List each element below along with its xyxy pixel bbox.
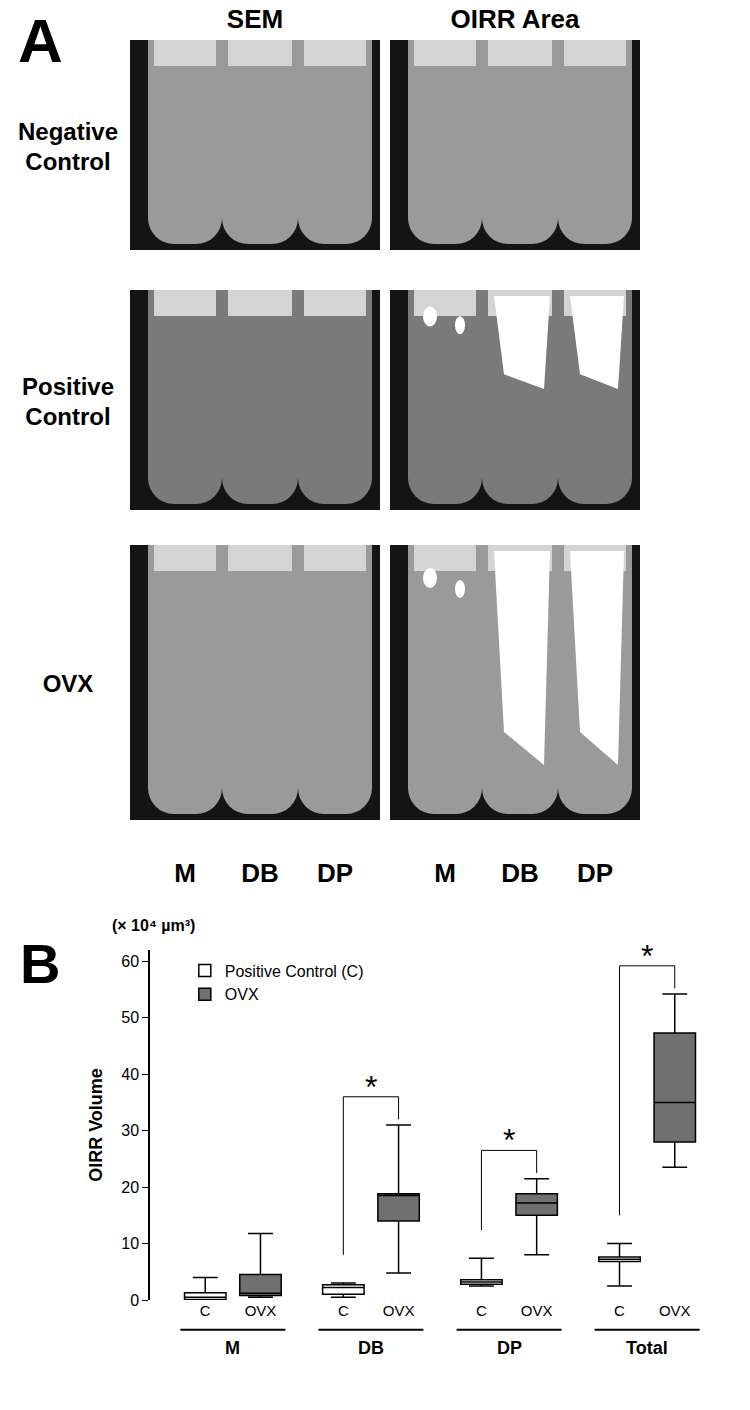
svg-text:20: 20 (121, 1179, 139, 1196)
svg-text:B: B (20, 932, 60, 995)
svg-text:SEM: SEM (227, 4, 283, 34)
svg-text:Control: Control (25, 148, 110, 175)
svg-text:OVX: OVX (245, 1302, 277, 1319)
svg-text:50: 50 (121, 1009, 139, 1026)
svg-text:Positive: Positive (22, 373, 114, 400)
svg-text:C: C (476, 1302, 487, 1319)
svg-text:0: 0 (130, 1292, 139, 1309)
svg-text:*: * (365, 1069, 377, 1105)
svg-text:OVX: OVX (521, 1302, 553, 1319)
svg-text:OVX: OVX (659, 1302, 691, 1319)
svg-text:Negative: Negative (18, 118, 118, 145)
svg-text:M: M (434, 858, 456, 888)
svg-text:60: 60 (121, 953, 139, 970)
svg-text:OVX: OVX (225, 986, 259, 1003)
svg-text:DB: DB (358, 1338, 384, 1358)
svg-text:M: M (225, 1338, 240, 1358)
svg-text:C: C (614, 1302, 625, 1319)
svg-text:(× 10⁴ µm³): (× 10⁴ µm³) (112, 917, 195, 934)
svg-text:OVX: OVX (383, 1302, 415, 1319)
svg-text:40: 40 (121, 1066, 139, 1083)
svg-text:10: 10 (121, 1235, 139, 1252)
svg-text:DB: DB (241, 858, 279, 888)
svg-text:Control: Control (25, 403, 110, 430)
svg-text:Total: Total (626, 1338, 668, 1358)
svg-text:DB: DB (501, 858, 539, 888)
svg-text:OIRR Area: OIRR Area (450, 4, 580, 34)
svg-text:*: * (503, 1122, 515, 1158)
svg-text:Positive Control (C): Positive Control (C) (225, 963, 364, 980)
svg-text:A: A (18, 6, 63, 75)
svg-text:M: M (174, 858, 196, 888)
svg-text:DP: DP (497, 1338, 522, 1358)
svg-text:C: C (338, 1302, 349, 1319)
svg-text:C: C (200, 1302, 211, 1319)
svg-text:DP: DP (577, 858, 613, 888)
svg-text:OIRR Volume: OIRR Volume (86, 1068, 106, 1182)
svg-text:DP: DP (317, 858, 353, 888)
svg-text:*: * (641, 938, 653, 974)
svg-text:30: 30 (121, 1122, 139, 1139)
svg-text:OVX: OVX (43, 670, 94, 697)
